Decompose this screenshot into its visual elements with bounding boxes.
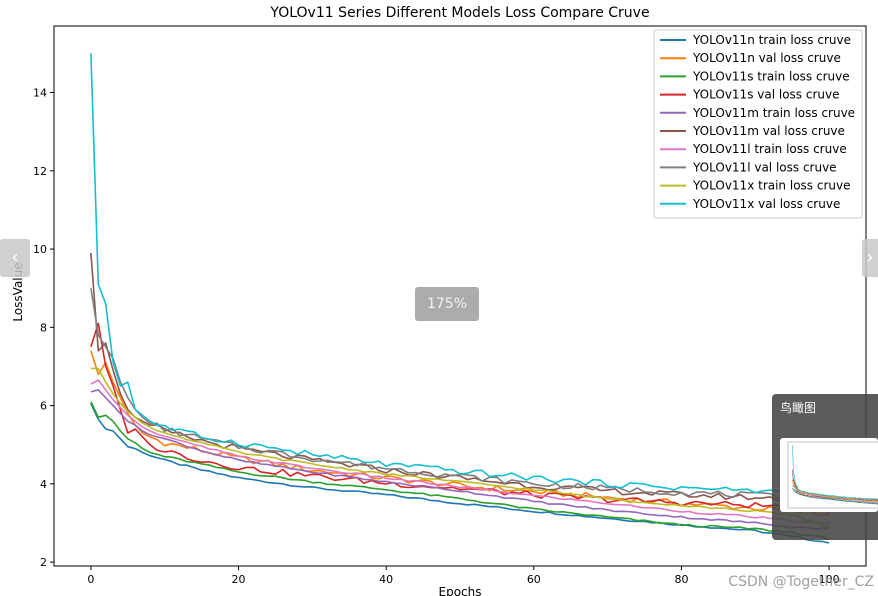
thumb-series-line-7: [792, 484, 878, 503]
legend-entry: YOLOv11m val loss cruve: [692, 124, 845, 138]
birdview-thumbnail[interactable]: [780, 438, 878, 512]
series-line-7: [90, 379, 830, 524]
next-image-button[interactable]: ›: [862, 239, 878, 277]
thumbnail-chart: [787, 441, 878, 509]
series-line-4: [90, 322, 830, 513]
series-line-1: [90, 403, 830, 544]
legend-entry: YOLOv11s train loss cruve: [692, 69, 850, 83]
legend-entry: YOLOv11n val loss cruve: [692, 51, 841, 65]
birdview-title: 鸟瞰图: [780, 401, 817, 415]
chart-legend: YOLOv11n train loss cruve YOLOv11n val lo…: [653, 29, 863, 219]
series-line-5: [90, 389, 830, 530]
y-tick-label: 14: [33, 87, 47, 100]
thumb-series-line-3: [792, 487, 878, 505]
legend-entry: YOLOv11x val loss cruve: [692, 197, 840, 211]
chevron-right-icon: ›: [866, 247, 874, 268]
thumb-series-line-9: [792, 483, 878, 502]
zoom-level-badge: 175%: [415, 287, 479, 321]
watermark-text: CSDN @Together_CZ: [728, 574, 874, 590]
series-line-9: [90, 367, 830, 529]
x-tick-label: 20: [232, 573, 246, 586]
legend-entry: YOLOv11m train loss cruve: [692, 106, 855, 120]
x-axis-label: Epochs: [439, 585, 482, 596]
chart-title: YOLOv11 Series Different Models Loss Com…: [269, 5, 649, 21]
legend-entry: YOLOv11l train loss cruve: [692, 142, 847, 156]
thumb-frame: [787, 441, 878, 509]
axis-ticks: 0 20 40 60 80 100 2 4 6 8 10 12 14: [33, 87, 840, 586]
x-tick-label: 100: [819, 573, 840, 586]
x-tick-label: 80: [674, 573, 688, 586]
legend-entry: YOLOv11x train loss cruve: [692, 179, 850, 193]
plot-frame: [53, 25, 867, 567]
thumb-series-line-10: [792, 445, 878, 500]
thumb-series-line-5: [792, 486, 878, 504]
y-tick-label: 12: [33, 165, 47, 178]
series-line-3: [90, 401, 830, 541]
y-tick-label: 6: [40, 400, 47, 413]
chevron-left-icon: ‹: [11, 247, 19, 268]
prev-image-button[interactable]: ‹: [0, 239, 30, 277]
legend-entry: YOLOv11s val loss cruve: [692, 88, 839, 102]
series-line-10: [90, 53, 830, 497]
legend-entry: YOLOv11l val loss cruve: [692, 160, 837, 174]
y-tick-label: 4: [40, 478, 47, 491]
y-tick-label: 2: [40, 556, 47, 569]
x-tick-label: 40: [379, 573, 393, 586]
x-tick-label: 60: [527, 573, 541, 586]
series-line-6: [90, 252, 830, 503]
plot-area: [53, 25, 867, 567]
x-tick-label: 0: [87, 573, 94, 586]
y-tick-label: 8: [40, 321, 47, 334]
y-tick-label: 10: [33, 243, 47, 256]
legend-entry: YOLOv11n train loss cruve: [692, 33, 851, 47]
legend-box: [653, 29, 863, 219]
birdview-panel[interactable]: 鸟瞰图: [772, 394, 878, 540]
thumb-series-line-1: [792, 488, 878, 505]
y-axis-label: LossValue: [11, 262, 25, 321]
